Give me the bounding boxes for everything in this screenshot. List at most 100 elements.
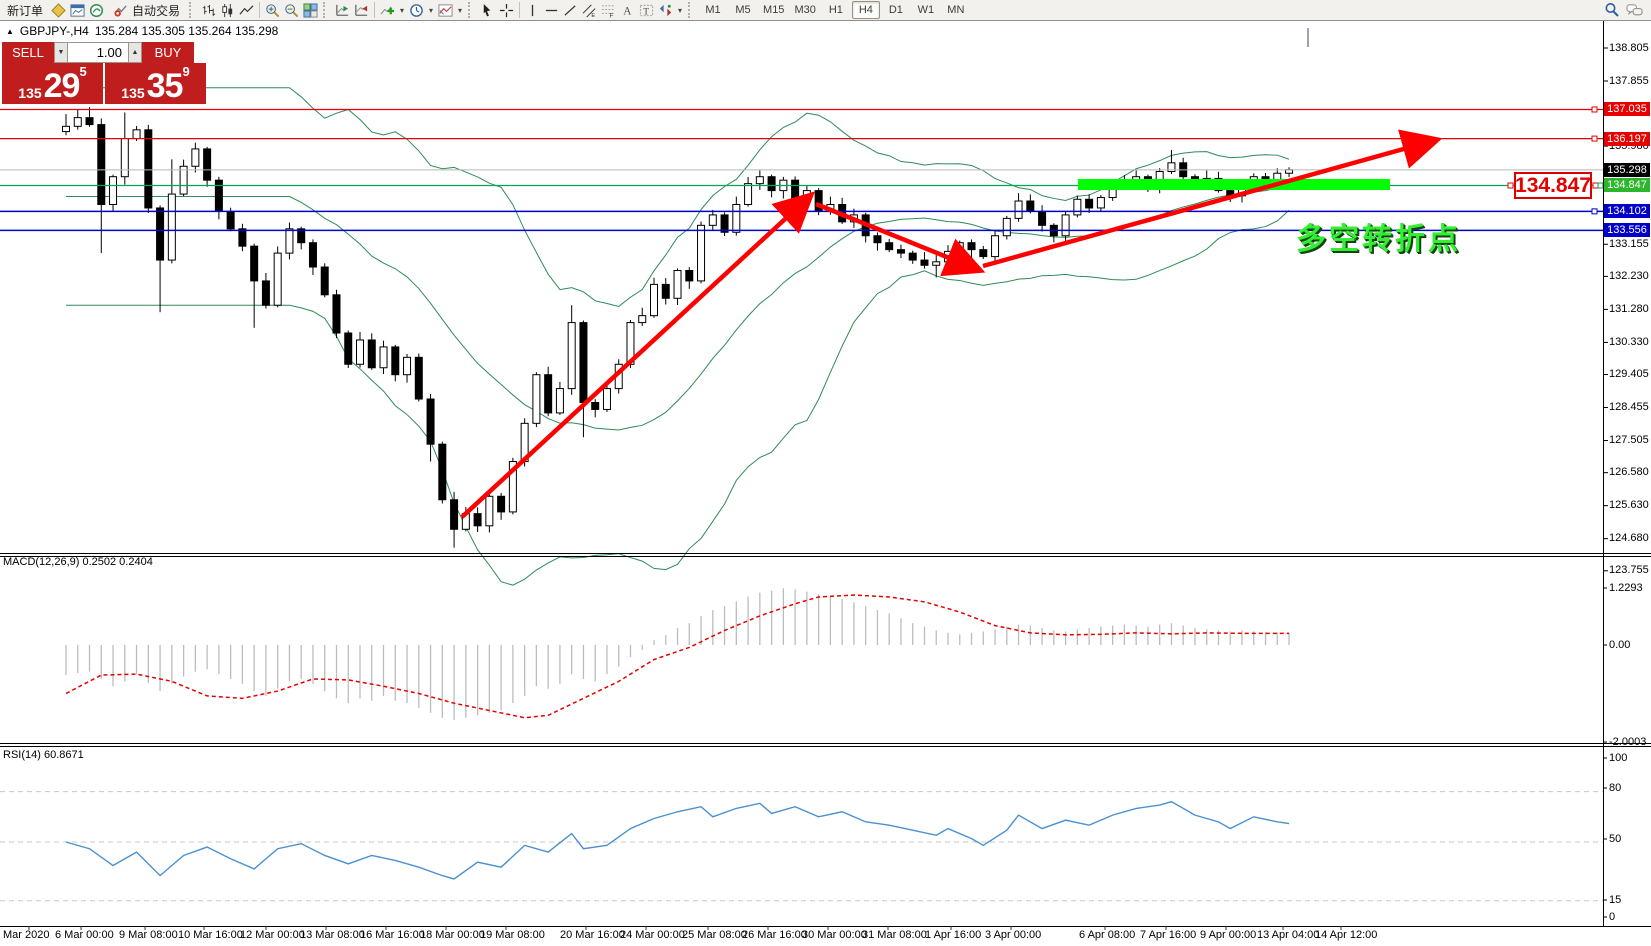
templates-icon[interactable] [437,1,454,19]
rsi-tick-label: 50 [1609,832,1622,845]
time-tick-label: 31 Mar 08:00 [862,929,927,941]
timeframe-button-M5[interactable]: M5 [735,4,751,16]
price-tick-label: 126.580 [1609,466,1649,479]
svg-text:E: E [591,13,595,18]
auto-scroll-icon[interactable] [334,1,351,19]
horizontal-line-icon[interactable] [543,1,560,19]
price-level-label: 135.298 [1604,162,1650,177]
macd-tick-label: 1.2293 [1609,581,1643,594]
volume-decrease-button[interactable]: ▼ [54,42,68,63]
macd-tick-label: 0.00 [1609,638,1631,651]
time-tick-label: 3 Apr 00:00 [985,929,1042,941]
timeframe-button-M1[interactable]: M1 [705,4,721,16]
line-chart-icon[interactable] [238,1,255,19]
shapes-icon[interactable] [657,1,674,19]
svg-text:T: T [643,7,649,17]
sell-button[interactable]: SELL [2,42,54,63]
cursor-icon[interactable] [479,1,496,19]
metaquotes-icon[interactable] [88,1,105,19]
rsi-indicator [0,791,1603,902]
autotrading-button[interactable]: 自动交易 [107,0,185,20]
price-level-label: 136.197 [1604,131,1650,146]
sell-price-button[interactable]: 135 29 5 [2,63,103,104]
support-highlight-bar[interactable] [1078,179,1390,190]
tile-windows-icon[interactable] [302,1,319,19]
price-tick-label: 125.630 [1609,499,1649,512]
price-tick-label: 127.505 [1609,434,1649,447]
time-tick-label: 7 Apr 16:00 [1140,929,1197,941]
time-tick-label: 30 Mar 00:00 [802,929,867,941]
time-tick-label: 26 Mar 16:00 [742,929,807,941]
volume-input[interactable] [68,42,128,63]
new-order-label: 新订单 [7,3,44,18]
chat-icon[interactable] [1626,1,1643,19]
bar-chart-icon[interactable] [200,1,217,19]
timeframe-button-D1[interactable]: D1 [888,4,903,16]
symbol-info-bar[interactable]: ▲ GBPJPY-,H4 135.284 135.305 135.264 135… [6,24,278,38]
time-tick-label: 12 Mar 00:00 [240,929,305,941]
time-tick-label: 9 Apr 00:00 [1200,929,1257,941]
time-tick-label: 25 Mar 08:00 [682,929,747,941]
timeframe-button-W1[interactable]: W1 [917,4,935,16]
bollinger-bands [66,87,1290,586]
timeframe-group: M1 M5 M15 M30 H1 H4 D1 W1 MN [699,1,970,19]
zoom-in-icon[interactable] [264,1,281,19]
volume-increase-button[interactable]: ▲ [128,42,142,63]
chart-shift-icon[interactable] [353,1,370,19]
trendline-icon[interactable] [562,1,579,19]
candlestick-chart-icon[interactable] [219,1,236,19]
fibonacci-icon[interactable]: F [600,1,617,19]
svg-text:A: A [623,5,632,17]
time-tick-label: 16 Mar 16:00 [360,929,425,941]
vertical-line-icon[interactable] [524,1,541,19]
buy-price-point: 9 [182,64,190,79]
timeframe-button-M15[interactable]: M15 [763,4,785,16]
toolbar-separator [259,2,261,18]
price-tick-label: 128.455 [1609,401,1649,414]
price-callout-box[interactable]: 134.847 [1514,172,1592,199]
new-chart-icon[interactable] [69,1,86,19]
add-indicator-caret-icon[interactable]: ▾ [400,5,405,15]
timeframe-button-H4[interactable]: H4 [851,1,880,19]
toolbar-grip [688,2,695,18]
buy-price-button[interactable]: 135 35 9 [105,63,206,104]
sell-price-base: 135 [18,85,42,101]
add-indicator-icon[interactable] [379,1,396,19]
metaeditor-icon[interactable] [50,1,67,19]
toolbar-separator [374,2,376,18]
time-tick-label: 19 Mar 08:00 [480,929,545,941]
templates-caret-icon[interactable]: ▾ [458,5,463,15]
sell-price-pips: 29 [43,67,81,105]
one-click-trading-widget: SELL ▼ ▲ BUY 135 29 5 135 35 9 [2,42,206,104]
timeframe-button-M30[interactable]: M30 [794,4,816,16]
price-tick-label: 138.805 [1609,41,1649,54]
text-label-icon[interactable]: T [638,1,655,19]
time-tick-label: 9 Mar 08:00 [119,929,178,941]
symbol-ohlc: 135.284 135.305 135.264 135.298 [94,24,279,38]
timeframe-button-H1[interactable]: H1 [828,4,843,16]
price-tick-label: 130.330 [1609,335,1649,348]
buy-price-pips: 35 [146,67,184,105]
periods-caret-icon[interactable]: ▾ [429,5,434,15]
price-level-label: 133.556 [1604,223,1650,238]
time-tick-label: 14 Apr 12:00 [1315,929,1378,941]
shapes-caret-icon[interactable]: ▾ [678,5,683,15]
price-tick-label: 124.680 [1609,532,1649,545]
time-tick-label: 24 Mar 00:00 [620,929,685,941]
buy-button[interactable]: BUY [142,42,194,63]
timeframe-button-MN[interactable]: MN [947,4,965,16]
equidistant-channel-icon[interactable]: E [581,1,598,19]
collapse-icon[interactable]: ▲ [6,26,14,36]
toolbar-grip [323,2,330,18]
autotrading-icon [112,1,129,19]
horizontal-levels[interactable] [0,106,1603,232]
annotation-text[interactable]: 多空转折点 [1296,223,1461,256]
periods-icon[interactable] [408,1,425,19]
new-order-button[interactable]: 新订单 [2,0,48,20]
trend-arrows[interactable] [460,129,1443,519]
search-icon[interactable] [1603,1,1620,19]
crosshair-icon[interactable] [498,1,515,19]
text-icon[interactable]: A [619,1,636,19]
zoom-out-icon[interactable] [283,1,300,19]
